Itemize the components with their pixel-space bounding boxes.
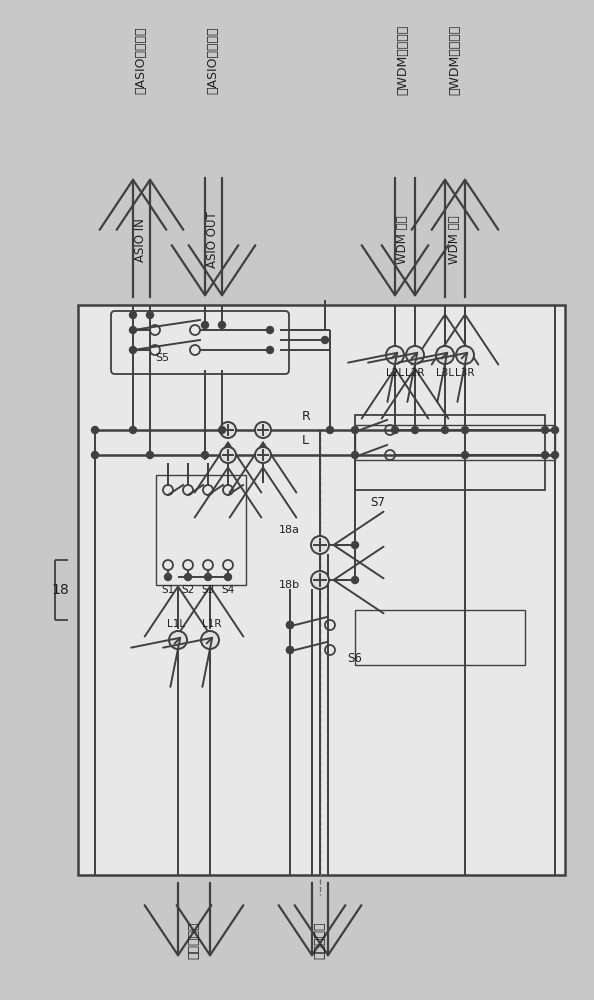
Circle shape [219, 322, 226, 328]
Circle shape [542, 452, 548, 458]
Circle shape [185, 574, 191, 580]
Bar [78, 305, 565, 875]
Circle shape [255, 422, 271, 438]
Circle shape [551, 426, 558, 434]
Circle shape [352, 542, 359, 548]
Text: ASIO OUT: ASIO OUT [207, 212, 220, 268]
Circle shape [462, 452, 469, 458]
Text: 从WDM应用程序: 从WDM应用程序 [397, 25, 409, 95]
Text: S3: S3 [201, 585, 214, 595]
Text: S7: S7 [370, 495, 385, 508]
Circle shape [129, 326, 137, 334]
Text: 从音频接口: 从音频接口 [188, 921, 201, 959]
Bar [156, 475, 246, 585]
Circle shape [311, 536, 329, 554]
Text: WDM 录音: WDM 录音 [448, 216, 462, 264]
Circle shape [551, 452, 558, 458]
Text: L: L [302, 434, 309, 448]
Circle shape [286, 621, 293, 629]
Circle shape [91, 452, 99, 458]
Circle shape [129, 426, 137, 434]
FancyBboxPatch shape [111, 311, 289, 374]
Circle shape [462, 426, 469, 434]
Circle shape [201, 322, 208, 328]
Circle shape [436, 346, 454, 364]
Text: L2L: L2L [386, 368, 404, 378]
Text: R: R [302, 410, 311, 422]
Text: L3L: L3L [436, 368, 454, 378]
Circle shape [352, 426, 359, 434]
Circle shape [286, 647, 293, 654]
Circle shape [311, 571, 329, 589]
Bar [355, 415, 545, 490]
Circle shape [352, 576, 359, 584]
Circle shape [204, 574, 211, 580]
Circle shape [129, 312, 137, 318]
Text: S5: S5 [155, 353, 169, 363]
Circle shape [169, 631, 187, 649]
Circle shape [412, 426, 419, 434]
Circle shape [91, 426, 99, 434]
Circle shape [321, 336, 328, 344]
Circle shape [542, 426, 548, 434]
Text: 往音频接口: 往音频接口 [314, 921, 327, 959]
Circle shape [406, 346, 424, 364]
Bar [355, 425, 555, 460]
Circle shape [147, 312, 153, 318]
Text: 18: 18 [51, 583, 69, 597]
Circle shape [219, 426, 226, 434]
Text: 从ASIO应用程序: 从ASIO应用程序 [207, 26, 220, 94]
Circle shape [220, 422, 236, 438]
Circle shape [165, 574, 172, 580]
Text: S1: S1 [162, 585, 175, 595]
Circle shape [267, 326, 273, 334]
Circle shape [386, 346, 404, 364]
Text: ASIO IN: ASIO IN [134, 218, 147, 262]
Text: WDM 重放: WDM 重放 [397, 216, 409, 264]
Circle shape [391, 426, 399, 434]
Circle shape [255, 447, 271, 463]
Text: S4: S4 [222, 585, 235, 595]
Circle shape [286, 621, 293, 629]
Text: S2: S2 [181, 585, 195, 595]
Circle shape [267, 347, 273, 354]
Text: 18a: 18a [279, 525, 300, 535]
Circle shape [129, 347, 137, 354]
Circle shape [456, 346, 474, 364]
Circle shape [220, 447, 236, 463]
Circle shape [286, 647, 293, 654]
Text: S6: S6 [347, 652, 362, 664]
Text: L2R: L2R [405, 368, 425, 378]
Text: L1R: L1R [202, 619, 222, 629]
Circle shape [201, 452, 208, 458]
Text: 往ASIO应用程序: 往ASIO应用程序 [134, 26, 147, 94]
Text: L3R: L3R [455, 368, 475, 378]
Text: L1L: L1L [167, 619, 185, 629]
Text: 18b: 18b [279, 580, 300, 590]
Circle shape [352, 452, 359, 458]
Circle shape [201, 631, 219, 649]
Circle shape [327, 426, 333, 434]
Circle shape [441, 426, 448, 434]
Bar [355, 610, 525, 665]
Text: 往WDM应用程序: 往WDM应用程序 [448, 25, 462, 95]
Circle shape [225, 574, 232, 580]
Circle shape [147, 452, 153, 458]
